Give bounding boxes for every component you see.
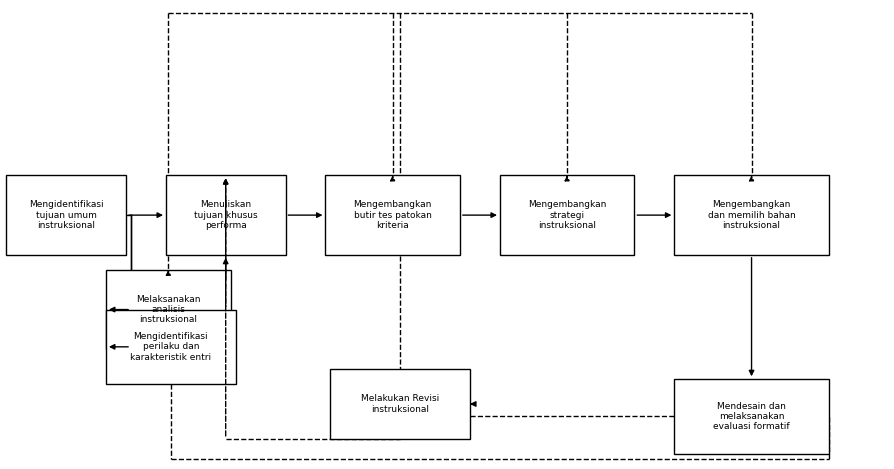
Text: Melakukan Revisi
instruksional: Melakukan Revisi instruksional xyxy=(361,394,439,414)
Text: Mengembangkan
strategi
instruksional: Mengembangkan strategi instruksional xyxy=(528,200,606,230)
Bar xyxy=(500,175,635,255)
Bar xyxy=(674,379,829,454)
Text: Menuliskan
tujuan khusus
performa: Menuliskan tujuan khusus performa xyxy=(194,200,257,230)
Bar xyxy=(325,175,460,255)
Bar xyxy=(674,175,829,255)
Text: Mengidentifikasi
tujuan umum
instruksional: Mengidentifikasi tujuan umum instruksion… xyxy=(29,200,104,230)
Text: Mengidentifikasi
perilaku dan
karakteristik entri: Mengidentifikasi perilaku dan karakteris… xyxy=(131,332,211,362)
Bar xyxy=(106,270,231,349)
Text: Mengembangkan
butir tes patokan
kriteria: Mengembangkan butir tes patokan kriteria xyxy=(353,200,432,230)
Text: Mendesain dan
melaksanakan
evaluasi formatif: Mendesain dan melaksanakan evaluasi form… xyxy=(713,401,790,431)
Bar xyxy=(166,175,285,255)
Text: Melaksanakan
analisis
instruksional: Melaksanakan analisis instruksional xyxy=(136,295,200,325)
Bar xyxy=(331,369,470,439)
Text: Mengembangkan
dan memilih bahan
instruksional: Mengembangkan dan memilih bahan instruks… xyxy=(708,200,796,230)
Bar xyxy=(6,175,126,255)
Bar xyxy=(106,310,236,384)
